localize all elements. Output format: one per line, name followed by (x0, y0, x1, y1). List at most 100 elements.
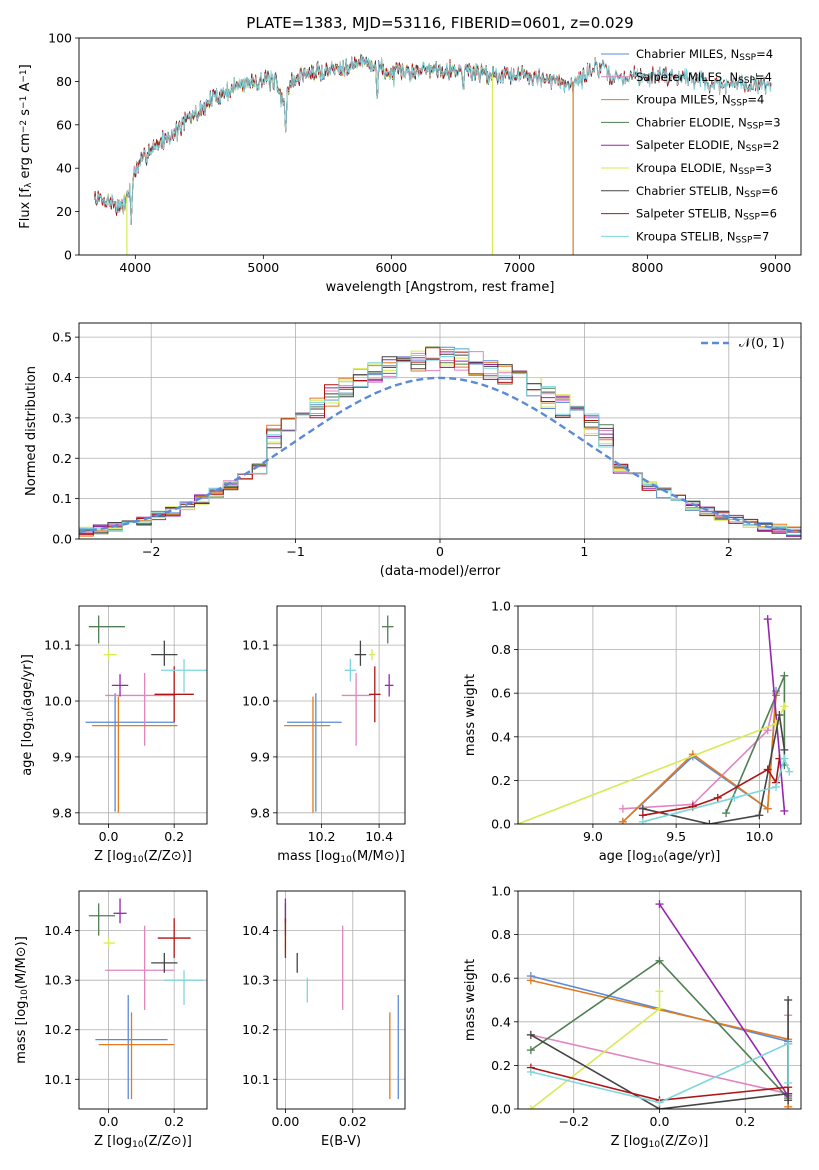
panel-residuals: −2 −1 0 1 2 0.0 0.1 0.2 0.3 0.4 0.5 (data-model)/er… (24, 322, 802, 579)
x-tick-label: 0.2 (164, 1114, 184, 1129)
x-tick-label: 10.2 (308, 829, 336, 844)
plot-area (94, 53, 772, 255)
x-tick-label: 9.5 (666, 829, 686, 844)
y-tick-label: 0.2 (491, 1058, 511, 1073)
plot-area (284, 615, 394, 813)
x-tick-label: 9.0 (583, 829, 603, 844)
y-tick-label: 0.0 (52, 532, 72, 547)
x-tick-label: 1 (580, 544, 588, 559)
y-tick-label: 9.8 (250, 805, 270, 820)
chart-panels: 4000 5000 6000 7000 8000 9000020406080100wave… (14, 31, 802, 1150)
panel-mass-vs-Z: 0.0 0.2 10.1 10.2 10.3 10.4 Z [log10(Z/Z⊙)] mas… (14, 890, 208, 1150)
y-tick-label: 0.4 (491, 1014, 511, 1029)
y-tick-label: 10.3 (44, 973, 72, 988)
x-tick-label: 8000 (631, 260, 663, 275)
y-tick-label: 20 (56, 204, 72, 219)
x-tick-label: 9000 (759, 260, 791, 275)
axes-frame (517, 890, 802, 1110)
weight-line (622, 695, 777, 823)
y-tick-label: 10.2 (44, 1022, 72, 1037)
plot-area (526, 900, 793, 1109)
legend-label: Chabrier MILES, NSSP=4 (636, 47, 773, 63)
panel-massweight-vs-age: 9.0 9.5 10.0 0.0 0.2 0.4 0.6 0.8 1.0 age [log10(a… (463, 599, 802, 865)
panel-age-vs-mass: 10.2 10.4 9.8 9.9 10.0 10.1 mass [log10(M/M⊙)] (242, 605, 406, 865)
y-tick-label: 0.0 (491, 1102, 511, 1117)
y-tick-label: 0.8 (491, 927, 511, 942)
x-axis-label: Z [log10(Z/Z⊙)] (94, 849, 192, 865)
x-tick-label: −2 (142, 544, 160, 559)
x-tick-label: 0 (436, 544, 444, 559)
x-tick-label: 0.2 (164, 829, 184, 844)
histogram-step (79, 348, 801, 536)
panel-massweight-vs-Z: −0.2 0.0 0.2 0.0 0.2 0.4 0.6 0.8 1.0 Z [log10(Z/Z… (463, 884, 802, 1150)
axes-frame (276, 890, 406, 1110)
legend-label: Chabrier STELIB, NSSP=6 (636, 184, 778, 200)
x-tick-label: −1 (286, 544, 304, 559)
legend-label: Chabrier ELODIE, NSSP=3 (636, 115, 781, 131)
y-tick-label: 0.8 (491, 642, 511, 657)
weight-line (658, 903, 789, 1097)
x-axis-label: E(B-V) (321, 1134, 361, 1149)
y-axis-label: mass [log10(M/M⊙)] (14, 936, 30, 1064)
plot-area (284, 898, 399, 1100)
x-tick-label: 0.0 (650, 1114, 670, 1129)
x-axis-label: age [log10(age/yr)] (599, 849, 721, 865)
y-tick-label: 9.9 (52, 749, 72, 764)
y-tick-label: 60 (56, 117, 72, 132)
y-tick-label: 0.6 (491, 971, 511, 986)
axes-frame (78, 605, 208, 825)
legend-label: Salpeter ELODIE, NSSP=2 (636, 138, 779, 154)
x-tick-label: 0.02 (339, 1114, 367, 1129)
y-tick-label: 10.4 (44, 923, 72, 938)
y-tick-label: 10.1 (242, 638, 270, 653)
y-tick-label: 0.0 (491, 817, 511, 832)
y-tick-label: 10.0 (44, 694, 72, 709)
y-tick-label: 0.2 (52, 451, 72, 466)
y-tick-label: 80 (56, 74, 72, 89)
y-tick-label: 0.4 (491, 729, 511, 744)
normal-curve (79, 376, 801, 534)
y-tick-label: 10.1 (242, 1072, 270, 1087)
plot-area (88, 898, 204, 1100)
y-tick-label: 0.6 (491, 686, 511, 701)
panel-age-vs-Z: 0.0 0.2 9.8 9.9 10.0 10.1 Z [log10(Z/Z⊙)] age [… (20, 605, 208, 865)
y-axis-label: age [log10(age/yr)] (20, 654, 36, 776)
legend-label: Kroupa MILES, NSSP=4 (636, 93, 764, 109)
axes-frame (276, 605, 406, 825)
x-axis-label: wavelength [Angstrom, rest frame] (326, 280, 555, 295)
y-tick-label: 0.1 (52, 491, 72, 506)
y-tick-label: 1.0 (491, 599, 511, 614)
legend-label: Salpeter STELIB, NSSP=6 (636, 207, 777, 223)
axes-frame (78, 322, 802, 540)
x-tick-label: 0.0 (99, 1114, 119, 1129)
weight-line (622, 693, 777, 810)
y-tick-label: 0 (64, 248, 72, 263)
x-tick-label: 6000 (375, 260, 407, 275)
x-tick-label: 5000 (247, 260, 279, 275)
spectrum-line (94, 55, 772, 225)
x-axis-label: Z [log10(Z/Z⊙)] (611, 1134, 709, 1150)
x-tick-label: −0.2 (559, 1114, 589, 1129)
y-tick-label: 9.9 (250, 749, 270, 764)
weight-line (622, 690, 777, 823)
plot-area (79, 346, 801, 539)
y-tick-label: 10.1 (44, 638, 72, 653)
y-tick-label: 10.1 (44, 1072, 72, 1087)
legend-label: Kroupa ELODIE, NSSP=3 (636, 161, 772, 177)
y-axis-label: mass weight (463, 674, 478, 756)
axes-frame (517, 605, 802, 825)
x-tick-label: 4000 (119, 260, 151, 275)
y-tick-label: 40 (56, 161, 72, 176)
legend-label: 𝒩(0, 1) (739, 335, 785, 350)
y-axis-label: mass weight (463, 959, 478, 1041)
y-tick-label: 9.8 (52, 805, 72, 820)
x-axis-label: (data-model)/error (380, 564, 501, 579)
y-tick-label: 10.4 (242, 923, 270, 938)
plot-area (518, 615, 794, 824)
legend-label: Kroupa STELIB, NSSP=7 (636, 229, 769, 245)
legend-label: Salpeter MILES, NSSP=4 (636, 70, 772, 86)
y-tick-label: 100 (48, 31, 72, 46)
x-tick-label: 0.00 (271, 1114, 299, 1129)
y-axis-label: Normed distribution (24, 366, 39, 496)
